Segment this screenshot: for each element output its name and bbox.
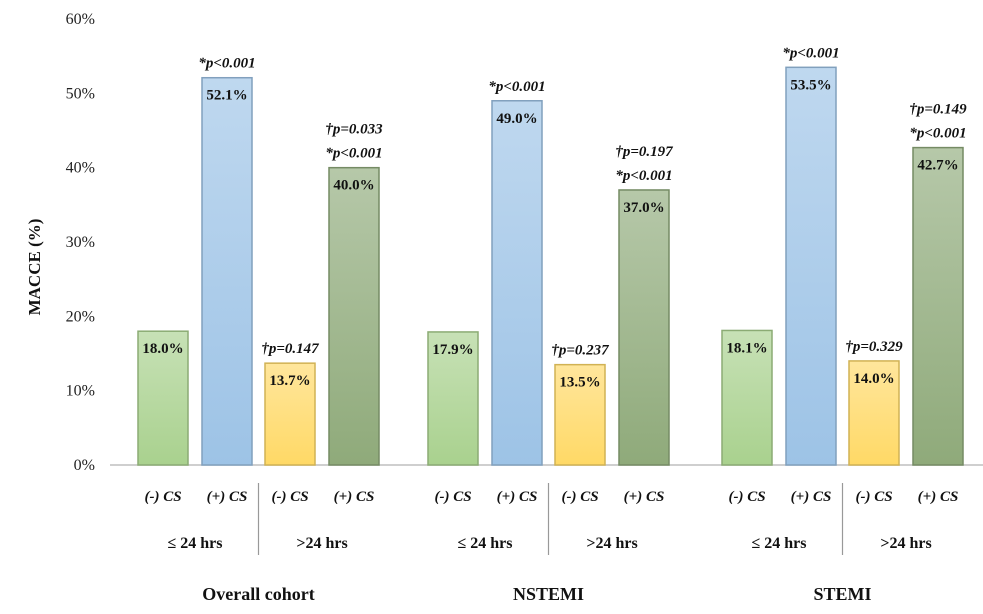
bar: [137, 330, 189, 466]
labels: 18.0% (-) CS 52.1% *p<0.001 (+) CS ≤ 24 hrs 13…: [142, 45, 967, 604]
y-tick-label: 30%: [66, 234, 95, 251]
bar-value-label: 53.5%: [790, 77, 831, 93]
bar: [264, 362, 316, 466]
p-value-annotation: †p=0.237: [551, 343, 609, 359]
p-value-annotation: *p<0.001: [325, 146, 382, 162]
bar: [912, 146, 964, 466]
bar-value-label: 13.5%: [559, 375, 600, 391]
p-value-annotation: *p<0.001: [488, 79, 545, 95]
p-value-annotation: *p<0.001: [909, 126, 966, 142]
bar: [491, 100, 543, 466]
bar-category-label: (-) CS: [728, 489, 765, 505]
bar-category-label: (-) CS: [561, 489, 598, 505]
bar: [201, 76, 253, 466]
bar-category-label: (+) CS: [207, 489, 248, 505]
bar-value-label: 37.0%: [623, 200, 664, 216]
p-value-annotation: *p<0.001: [615, 168, 672, 184]
y-tick-label: 10%: [66, 383, 95, 400]
time-window-label: >24 hrs: [586, 535, 637, 552]
p-value-annotation: †p=0.329: [845, 339, 903, 355]
time-window-label: >24 hrs: [296, 535, 347, 552]
bar-category-label: (+) CS: [334, 489, 375, 505]
bar-value-label: 18.1%: [726, 340, 767, 356]
y-axis-title: MACCE (%): [25, 219, 44, 316]
bar: [721, 329, 773, 466]
time-window-label: ≤ 24 hrs: [457, 535, 512, 552]
bar-value-label: 42.7%: [917, 158, 958, 174]
bar: [618, 189, 670, 466]
bar-category-label: (+) CS: [918, 489, 959, 505]
group-label: NSTEMI: [513, 584, 584, 604]
time-window-label: >24 hrs: [880, 535, 931, 552]
p-value-annotation: *p<0.001: [198, 56, 255, 72]
bar-value-label: 18.0%: [142, 341, 183, 357]
group-label: Overall cohort: [202, 584, 314, 604]
bar-category-label: (-) CS: [855, 489, 892, 505]
bar: [554, 363, 606, 466]
bar-category-label: (-) CS: [271, 489, 308, 505]
bar: [848, 360, 900, 466]
y-tick-label: 50%: [66, 85, 95, 102]
bar-value-label: 40.0%: [333, 178, 374, 194]
y-tick-label: 0%: [74, 457, 95, 474]
bar-category-label: (+) CS: [791, 489, 832, 505]
bar-value-label: 13.7%: [269, 373, 310, 389]
p-value-annotation: †p=0.197: [615, 144, 673, 160]
p-value-annotation: †p=0.033: [325, 122, 383, 138]
p-value-annotation: †p=0.149: [909, 102, 967, 118]
bar-value-label: 17.9%: [432, 342, 473, 358]
y-axis: 0% 10% 20% 30% 40% 50% 60%: [66, 11, 983, 474]
bars: [137, 66, 964, 466]
bar: [328, 166, 380, 466]
bar: [427, 331, 479, 466]
time-window-label: ≤ 24 hrs: [167, 535, 222, 552]
time-window-label: ≤ 24 hrs: [751, 535, 806, 552]
bar-value-label: 14.0%: [853, 371, 894, 387]
bar: [785, 66, 837, 466]
group-label: STEMI: [813, 584, 871, 604]
bar-category-label: (-) CS: [144, 489, 181, 505]
bar-category-label: (-) CS: [434, 489, 471, 505]
p-value-annotation: *p<0.001: [782, 45, 839, 61]
p-value-annotation: †p=0.147: [261, 341, 319, 357]
y-tick-label: 20%: [66, 308, 95, 325]
bar-category-label: (+) CS: [497, 489, 538, 505]
y-tick-label: 40%: [66, 160, 95, 177]
bar-value-label: 49.0%: [496, 111, 537, 127]
bar-category-label: (+) CS: [624, 489, 665, 505]
y-tick-label: 60%: [66, 11, 95, 28]
bar-value-label: 52.1%: [206, 88, 247, 104]
